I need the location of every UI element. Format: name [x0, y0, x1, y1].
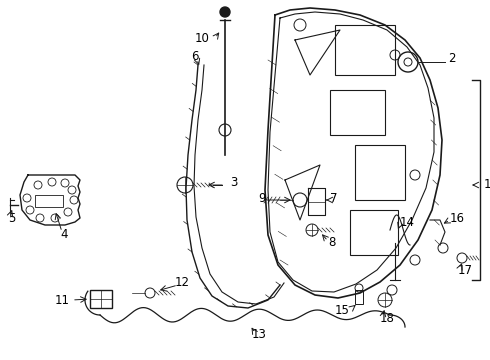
Text: 8: 8	[328, 237, 335, 249]
Bar	[35, 195, 63, 207]
Text: 1: 1	[484, 179, 490, 192]
Text: 13: 13	[252, 328, 267, 342]
Text: 3: 3	[230, 175, 237, 189]
Bar	[355, 290, 363, 304]
Text: 6: 6	[191, 50, 199, 63]
Text: 9: 9	[258, 192, 266, 204]
Text: 10: 10	[195, 31, 210, 45]
Bar	[90, 290, 112, 308]
Text: 18: 18	[380, 311, 395, 324]
Text: 5: 5	[8, 211, 15, 225]
Bar	[350, 210, 398, 255]
Text: 11: 11	[55, 293, 70, 306]
Text: 15: 15	[335, 303, 350, 316]
Circle shape	[220, 7, 230, 17]
Bar	[355, 145, 405, 200]
Text: 2: 2	[448, 53, 456, 66]
Text: 12: 12	[175, 276, 190, 289]
Text: 17: 17	[458, 264, 473, 276]
Bar	[335, 25, 395, 75]
Text: 7: 7	[330, 192, 338, 204]
Text: 4: 4	[60, 228, 68, 240]
Text: 16: 16	[450, 211, 465, 225]
Bar	[330, 90, 385, 135]
Text: 14: 14	[400, 216, 415, 229]
